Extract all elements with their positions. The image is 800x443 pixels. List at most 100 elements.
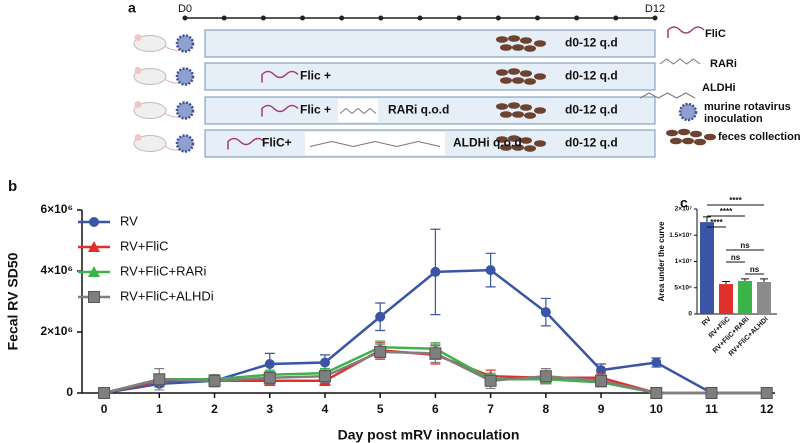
mouse-ear [134,34,142,41]
x-tick-label: 0 [101,402,108,416]
feces-icon [496,69,508,76]
y-axis-label: Fecal RV SD50 [5,252,21,350]
legend-text: ALDHi [702,82,736,94]
y-axis-label: Area under the curve [657,221,666,302]
feces-icon [690,130,702,138]
feces-icon [694,138,706,146]
feces-icon [520,104,532,111]
timeline-dot [300,15,305,21]
x-tick-label: 3 [266,402,273,416]
mouse-icon [133,102,167,119]
feces-icon [682,137,694,145]
marker [374,345,387,358]
significance-label: ns [750,265,760,274]
timeline-dot [260,15,266,21]
marker [760,387,773,399]
timeline-dot [378,15,384,21]
flic-icon [227,137,265,150]
marker [98,387,111,399]
y-tick-label: 1×10⁷ [675,258,693,265]
error-bar [722,280,730,285]
significance-label: **** [710,218,723,227]
marker [429,347,442,360]
feces-icon [534,107,546,114]
y-tick-label: 4×10⁶ [40,263,73,277]
treatment-label: ALDHi q.o.d [453,136,522,150]
x-tick-label: 7 [487,402,494,416]
flic-icon [261,70,299,83]
x-tick-label: 4 [322,402,329,416]
chemical-icon [659,58,701,65]
legend-label: RV [120,213,138,228]
mouse-ear [134,134,142,141]
feces-icon [704,133,716,141]
mouse-icon [133,68,167,85]
feces-icon [512,44,524,51]
legend-label: RV+FliC+RARi [120,263,207,278]
mouse-ear [134,67,142,74]
feces-icon [512,111,524,118]
significance-label: **** [720,207,733,216]
panel-label: b [8,178,17,195]
y-tick-label: 0 [66,385,73,399]
feces-icon [524,45,536,52]
dose-label: d0-12 q.d [565,136,618,150]
row-box [204,96,656,125]
marker [208,374,221,387]
bar [700,222,714,314]
virus-icon [175,67,195,86]
marker [264,359,275,370]
virus-icon [678,102,698,122]
marker [89,217,99,227]
y-tick-label: 0 [688,311,692,318]
timeline-dot [182,15,188,21]
chem-bg [305,132,445,155]
chemical-icon [309,140,441,148]
feces-icon [512,77,524,84]
legend-text: murine rotavirus inoculation [704,101,791,125]
y-tick-label: 1.5×10⁷ [669,232,692,239]
y-tick-label: 5×10⁶ [674,284,692,291]
feces-icon [496,103,508,110]
dose-label: d0-12 q.d [565,103,618,117]
feces-icon [508,35,520,42]
marker [705,387,718,399]
feces-icon [524,78,536,85]
dose-label: d0-12 q.d [565,36,618,50]
feces-icon [524,112,536,119]
marker [319,357,330,368]
marker [651,357,662,368]
marker [88,241,100,252]
marker [430,266,441,277]
marker [650,387,663,399]
flic-icon [667,26,705,38]
marker [540,307,551,318]
x-tick-label: 6 [432,402,439,416]
timeline-dot [417,15,423,21]
feces-icon [508,102,520,109]
marker [153,373,166,386]
y-tick-label: 2×10⁶ [40,324,73,338]
feces-icon [670,137,682,145]
significance-label: ns [731,253,741,262]
significance-label: ns [740,241,750,250]
row-box [204,29,656,58]
timeline-dot [535,15,540,21]
y-tick-label: 2×10⁷ [675,206,693,213]
timeline-dot [495,15,501,21]
marker [88,266,100,277]
bar [738,280,752,314]
timeline-end: D12 [645,3,665,15]
x-tick-label: 9 [598,402,605,416]
feces-icon [508,68,520,75]
feces-icon [500,77,512,84]
bar [719,284,733,314]
significance-label: **** [729,196,742,205]
flic-icon [261,104,299,117]
feces-icon [524,145,536,152]
feces-icon [520,37,532,44]
legend-text: feces collection [718,131,800,143]
mouse-ear [134,101,142,108]
